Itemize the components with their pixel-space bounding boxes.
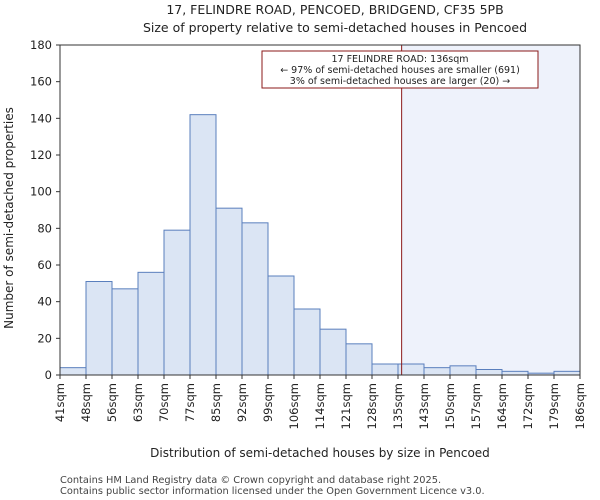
y-tick-label-40: 40 [37,295,52,309]
x-tick-label-179sqm: 179sqm [547,383,561,429]
bar-41sqm [59,367,87,376]
bars-group [59,114,581,376]
bar-179sqm [553,370,581,376]
x-tick-label-128sqm: 128sqm [365,383,379,429]
x-tick-label-121sqm: 121sqm [339,383,353,429]
bar-114sqm [319,328,347,376]
bar-106sqm [293,308,321,376]
x-tick-label-56sqm: 56sqm [105,383,119,422]
bar-121sqm [345,343,373,376]
annotation-line3: 3% of semi-detached houses are larger (2… [290,76,510,87]
bar-63sqm [137,271,165,376]
y-tick-label-160: 160 [30,75,52,89]
annotation-line1: 17 FELINDRE ROAD: 136sqm [331,54,468,65]
chart-subtitle: Size of property relative to semi-detach… [143,20,527,35]
bar-92sqm [241,222,269,376]
annotation-box: 17 FELINDRE ROAD: 136sqm ← 97% of semi-d… [261,50,539,89]
y-axis-label: Number of semi-detached properties [2,107,16,329]
x-tick-label-92sqm: 92sqm [235,383,249,422]
x-tick-label-63sqm: 63sqm [131,383,145,422]
annotation-line2: ← 97% of semi-detached houses are smalle… [280,65,520,76]
x-tick-label-106sqm: 106sqm [287,383,301,429]
y-tick-label-0: 0 [45,368,52,382]
bar-99sqm [267,275,295,376]
bar-77sqm [189,114,217,376]
chart-title: 17, FELINDRE ROAD, PENCOED, BRIDGEND, CF… [166,2,503,17]
x-ticks: 41sqm 48sqm 56sqm 63sqm 70sqm 77sqm 85sqm 92sqm… [53,375,587,429]
x-tick-label-150sqm: 150sqm [443,383,457,429]
x-tick-label-41sqm: 41sqm [53,383,67,422]
bar-143sqm [423,367,451,376]
y-tick-label-120: 120 [30,148,52,162]
bar-150sqm [449,365,477,376]
x-tick-label-143sqm: 143sqm [417,383,431,429]
x-tick-label-77sqm: 77sqm [183,383,197,422]
bar-85sqm [215,207,243,376]
x-tick-label-99sqm: 99sqm [261,383,275,422]
bar-70sqm [163,229,191,376]
y-tick-label-180: 180 [30,38,52,52]
footer-line2: Contains public sector information licen… [60,486,485,497]
bar-164sqm [501,370,529,376]
y-tick-label-20: 20 [37,331,52,345]
x-tick-label-48sqm: 48sqm [79,383,93,422]
y-tick-label-140: 140 [30,111,52,125]
x-tick-label-186sqm: 186sqm [573,383,587,429]
y-tick-label-60: 60 [37,258,52,272]
x-tick-label-172sqm: 172sqm [521,383,535,429]
footer-line1: Contains HM Land Registry data © Crown c… [60,475,441,486]
x-tick-label-85sqm: 85sqm [209,383,223,422]
x-tick-label-114sqm: 114sqm [313,383,327,429]
highlight-region [401,45,580,375]
x-tick-label-70sqm: 70sqm [157,383,171,422]
x-tick-label-157sqm: 157sqm [469,383,483,429]
annotation-frame [261,50,539,89]
y-tick-label-80: 80 [37,221,52,235]
x-axis-label: Distribution of semi-detached houses by … [150,446,490,460]
bar-128sqm [371,363,399,376]
y-ticks: 0 20 40 60 80 100 120 140 160 180 [30,38,60,382]
bar-48sqm [85,281,113,376]
bar-157sqm [475,369,503,376]
x-tick-label-164sqm: 164sqm [495,383,509,429]
bar-56sqm [111,288,139,376]
y-tick-label-100: 100 [30,185,52,199]
x-tick-label-135sqm: 135sqm [391,383,405,429]
